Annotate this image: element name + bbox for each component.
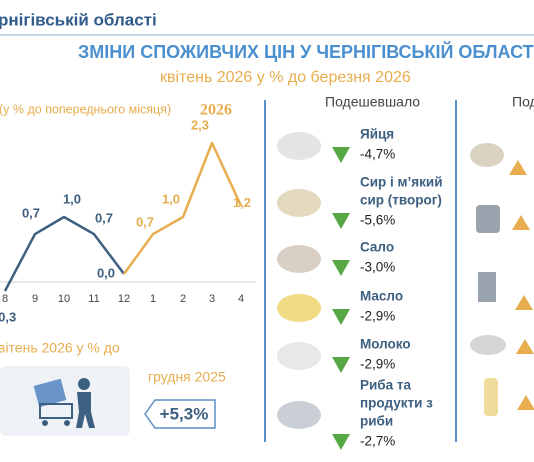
x-tick-label: 11 [88,293,99,305]
item-icon [277,401,321,429]
icon-panel [0,366,130,436]
subtitle: квітень 2026 у % до березня 2026 [160,69,411,86]
down-arrow [332,213,350,229]
value-label: 0,0 [97,265,115,280]
item-name: продукти з [360,396,433,411]
value-label: 0,7 [136,215,154,230]
item-name: Сир і м’який [360,175,443,190]
item-value: -4,7% [360,147,395,162]
value-box [144,399,216,429]
item-name: сир (творог) [360,193,442,208]
item-name: Сало [360,240,394,255]
item-name: Масло [360,289,403,304]
x-tick-label: 10 [58,293,70,305]
item-icon [277,245,321,273]
item-value: -2,9% [360,309,395,324]
summary-value: +5,3% [160,404,209,423]
column-heading: Подешевшало [325,94,420,110]
x-tick-label: 1 [150,293,156,305]
item-name: риби [360,414,393,429]
value-label: 2,3 [191,117,209,132]
annotation: 2026 [200,102,232,119]
decreased-list: Яйця -4,7% Сир і м’який сир (творог) -5,6% Са… [277,127,443,450]
region: рнігівській області [0,10,157,29]
value-label: 1,0 [63,191,81,206]
value-label: 1,2 [233,195,251,210]
item-value: -2,7% [360,434,395,449]
increased-list [470,143,534,416]
item-value: -5,6% [360,213,395,228]
item-icon [277,189,321,217]
x-tick-label: 12 [118,293,130,305]
shopper-icon [33,378,95,428]
summary-label: грудня 2025 [148,369,226,385]
item-icon [277,132,321,160]
value-label: -0,3 [0,309,16,324]
down-arrow [332,434,350,450]
item-value: -3,0% [360,260,395,275]
line [3,215,125,292]
item-value: -2,9% [360,357,395,372]
value-label: 0,7 [95,211,113,226]
down-arrow [332,309,350,325]
column-heading: Подорожчало [512,94,534,110]
y-label: (у % до попереднього місяця) [0,102,171,116]
title: ЗМІНИ СПОЖИВЧИХ ЦІН У ЧЕРНІГІВСЬКІЙ ОБЛА… [78,41,534,62]
down-arrow [332,147,350,163]
down-arrow [332,357,350,373]
x-tick-label: 8 [2,293,8,305]
x-tick-label: 2 [180,293,186,305]
item-name: Риба та [360,378,412,393]
item-icon [277,294,321,322]
item-name: Молоко [360,337,411,352]
value-label: 1,0 [162,191,180,206]
line [122,141,243,275]
x-tick-label: 4 [238,293,244,305]
item-name: Яйця [360,127,394,142]
x-tick-label: 3 [209,293,215,305]
item-icon [277,342,321,370]
down-arrow [332,260,350,276]
x-tick-label: 9 [32,293,38,305]
summary-label: вітень 2026 у % до [0,340,120,356]
value-label: 0,7 [22,206,40,221]
